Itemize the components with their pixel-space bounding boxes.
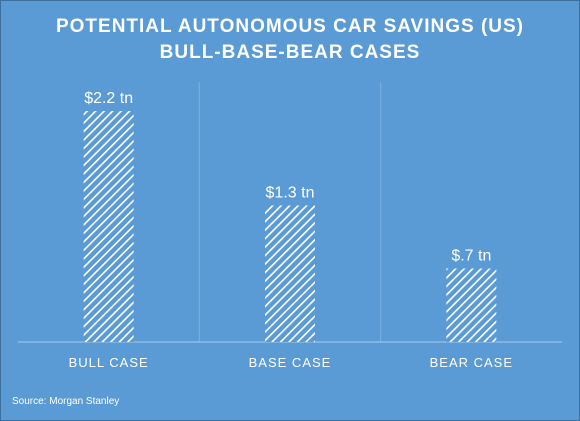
- chart-subtitle: BULL-BASE-BEAR CASES: [160, 42, 421, 63]
- bar-bull-case: [83, 111, 134, 342]
- bar-bear-case: [446, 268, 497, 342]
- x-tick-labels-group: BULL CASE BASE CASE BEAR CASE: [69, 355, 513, 370]
- bar-base-case: [265, 205, 315, 342]
- chart-title: POTENTIAL AUTONOMOUS CAR SAVINGS (US): [56, 16, 524, 37]
- data-labels-group: $2.2 tn $1.3 tn $.7 tn: [84, 90, 491, 265]
- x-tick-label: BEAR CASE: [430, 355, 513, 370]
- source-note: Source: Morgan Stanley: [12, 396, 119, 407]
- x-tick-label: BASE CASE: [249, 355, 332, 370]
- data-label-bull-case: $2.2 tn: [84, 90, 133, 107]
- bars-group: [83, 111, 497, 342]
- data-label-bear-case: $.7 tn: [451, 248, 491, 265]
- data-label-base-case: $1.3 tn: [266, 185, 315, 202]
- category-dividers: [198, 82, 382, 342]
- x-tick-label: BULL CASE: [69, 355, 149, 370]
